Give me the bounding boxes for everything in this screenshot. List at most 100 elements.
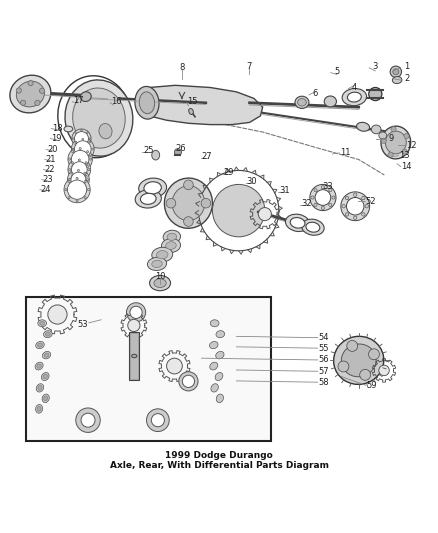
Ellipse shape	[150, 276, 170, 290]
Text: 3: 3	[373, 62, 378, 71]
Circle shape	[71, 138, 94, 160]
Circle shape	[75, 144, 76, 145]
Ellipse shape	[144, 182, 161, 194]
Circle shape	[28, 80, 33, 86]
Ellipse shape	[42, 394, 49, 402]
Circle shape	[85, 175, 87, 177]
Circle shape	[182, 375, 194, 387]
Circle shape	[353, 193, 357, 196]
Circle shape	[68, 197, 70, 199]
Text: 24: 24	[41, 185, 51, 194]
Bar	[131, 333, 138, 379]
Circle shape	[321, 185, 325, 189]
Circle shape	[87, 151, 88, 153]
Ellipse shape	[201, 198, 211, 208]
Circle shape	[71, 161, 74, 164]
Ellipse shape	[167, 233, 177, 240]
Circle shape	[72, 151, 74, 153]
Text: 26: 26	[175, 144, 186, 153]
Ellipse shape	[357, 123, 370, 131]
Ellipse shape	[189, 109, 193, 115]
Circle shape	[79, 148, 81, 150]
Ellipse shape	[156, 251, 168, 259]
Circle shape	[81, 130, 82, 131]
Text: 25: 25	[143, 146, 153, 155]
Circle shape	[85, 161, 87, 164]
Text: 58: 58	[318, 378, 329, 387]
Circle shape	[212, 184, 265, 237]
Ellipse shape	[41, 373, 49, 381]
Ellipse shape	[385, 131, 406, 154]
Circle shape	[76, 177, 78, 179]
Circle shape	[72, 129, 91, 148]
Ellipse shape	[42, 351, 51, 359]
Ellipse shape	[209, 342, 218, 349]
Circle shape	[332, 196, 335, 199]
Circle shape	[75, 132, 76, 133]
Circle shape	[311, 196, 314, 199]
Circle shape	[78, 159, 80, 161]
Text: 4: 4	[352, 83, 357, 92]
Ellipse shape	[334, 336, 384, 384]
Circle shape	[79, 168, 81, 171]
Circle shape	[69, 168, 71, 171]
Ellipse shape	[99, 124, 112, 139]
Ellipse shape	[211, 384, 219, 392]
Ellipse shape	[210, 320, 219, 327]
Circle shape	[310, 184, 336, 211]
Ellipse shape	[35, 405, 42, 413]
Circle shape	[258, 207, 272, 221]
Ellipse shape	[44, 396, 48, 401]
Circle shape	[82, 138, 84, 140]
Text: 54: 54	[318, 333, 329, 342]
Ellipse shape	[152, 247, 173, 262]
Circle shape	[68, 179, 70, 181]
Ellipse shape	[35, 362, 43, 370]
Circle shape	[314, 204, 317, 206]
Circle shape	[72, 138, 74, 139]
Ellipse shape	[163, 230, 180, 244]
Circle shape	[82, 158, 84, 160]
Circle shape	[329, 204, 332, 206]
Circle shape	[81, 146, 82, 148]
Bar	[26, 297, 271, 441]
Circle shape	[67, 169, 89, 190]
Circle shape	[71, 172, 86, 187]
Ellipse shape	[166, 241, 176, 249]
Circle shape	[342, 205, 345, 208]
Circle shape	[87, 179, 88, 181]
Ellipse shape	[286, 214, 310, 231]
Ellipse shape	[73, 88, 125, 148]
Text: 17: 17	[73, 96, 84, 105]
Ellipse shape	[37, 364, 41, 368]
Circle shape	[71, 185, 73, 187]
Ellipse shape	[297, 99, 306, 106]
Circle shape	[72, 165, 74, 167]
Ellipse shape	[64, 126, 73, 132]
Ellipse shape	[215, 351, 224, 359]
Ellipse shape	[139, 92, 155, 114]
Text: 21: 21	[46, 155, 56, 164]
Polygon shape	[143, 85, 263, 125]
Circle shape	[69, 158, 71, 160]
Circle shape	[147, 409, 169, 432]
Text: 13: 13	[399, 151, 410, 160]
Ellipse shape	[37, 407, 41, 411]
Text: 55: 55	[318, 344, 329, 353]
Ellipse shape	[152, 150, 159, 160]
Ellipse shape	[347, 341, 358, 351]
Circle shape	[74, 141, 91, 157]
Circle shape	[353, 216, 357, 220]
Ellipse shape	[65, 80, 133, 156]
Circle shape	[130, 306, 142, 318]
Text: 27: 27	[201, 152, 212, 161]
Circle shape	[151, 414, 164, 427]
Circle shape	[71, 161, 87, 177]
Circle shape	[68, 147, 92, 171]
Circle shape	[84, 181, 86, 183]
Ellipse shape	[10, 75, 51, 113]
Circle shape	[315, 190, 331, 205]
Ellipse shape	[371, 125, 381, 134]
Circle shape	[48, 305, 67, 324]
Circle shape	[362, 196, 365, 200]
